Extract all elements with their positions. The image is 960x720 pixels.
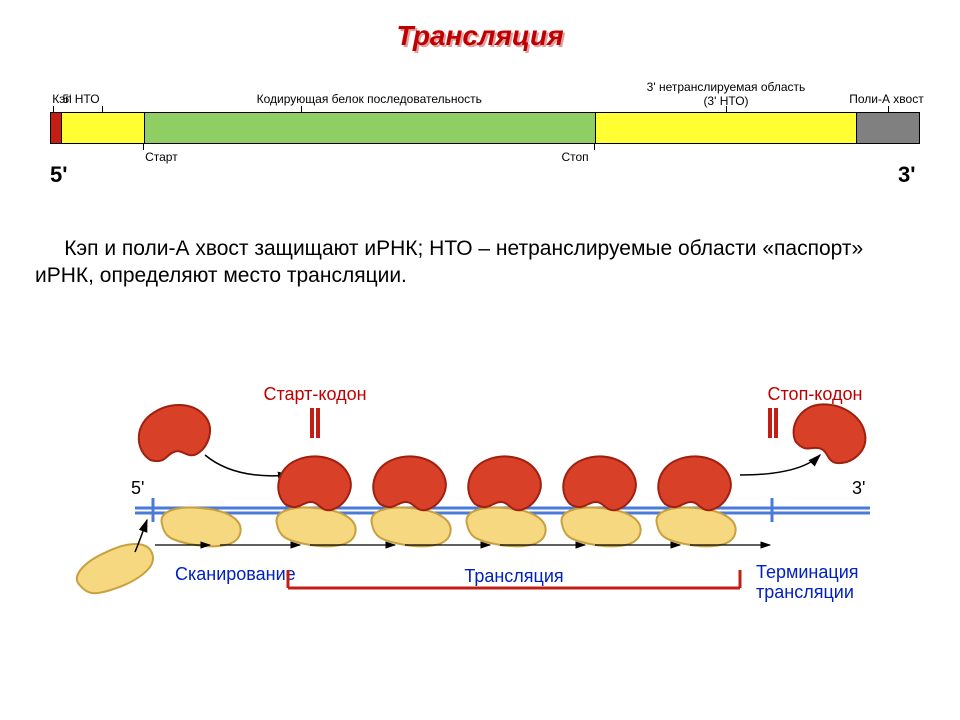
tick-stop	[594, 144, 595, 150]
ribosome-large-4	[658, 457, 731, 511]
exit-large-subunit	[787, 395, 874, 470]
ribosome-large-2	[468, 457, 541, 511]
free-small-subunit	[71, 532, 159, 605]
tick-cap	[53, 106, 54, 112]
d2-label-start_codon: Старт-кодон	[263, 384, 366, 404]
ribosome-large-1	[373, 457, 446, 511]
label-start: Старт	[145, 150, 178, 164]
d2-label-termination2: трансляции	[756, 582, 854, 602]
ribosome-large-0	[278, 457, 351, 511]
tick-polya	[888, 106, 889, 112]
body-text: Кэп и поли-А хвост защищают иРНК; НТО – …	[35, 235, 915, 290]
d2-label-stop_codon: Стоп-кодон	[768, 384, 863, 404]
label-stop: Стоп	[561, 150, 588, 164]
d2-label-end5: 5'	[131, 478, 144, 498]
segment-utr5	[61, 113, 143, 143]
ribosome-large-3	[563, 457, 636, 511]
label-top-polya: Поли-А хвост	[841, 92, 931, 106]
tick-utr5	[102, 106, 103, 112]
d2-label-translation: Трансляция	[464, 566, 563, 586]
tick-start	[143, 144, 144, 150]
tick-utr3	[726, 106, 727, 112]
segment-coding	[144, 113, 595, 143]
label-top-utr3: 3' нетранслируемая область(3' НТО)	[626, 80, 826, 108]
label-3prime: 3'	[898, 162, 915, 188]
tick-coding	[301, 106, 302, 112]
free-large-subunit	[132, 397, 216, 468]
translation-diagram: Старт-кодон Стоп-кодон 5' 3' Сканирование Тра…	[0, 380, 960, 680]
d2-label-termination1: Терминация	[756, 562, 859, 582]
label-top-utr5: 5' НТО	[62, 92, 112, 106]
d2-label-scanning: Сканирование	[175, 564, 296, 584]
translation-svg: Старт-кодон Стоп-кодон 5' 3' Сканирование Тра…	[0, 380, 960, 680]
segment-polya	[856, 113, 919, 143]
mrna-structure-bar	[50, 112, 920, 144]
d2-label-end3: 3'	[852, 478, 865, 498]
page-title: Трансляция	[0, 20, 960, 52]
label-5prime: 5'	[50, 162, 67, 188]
segment-cap	[51, 113, 61, 143]
segment-utr3	[595, 113, 855, 143]
label-top-coding: Кодирующая белок последовательность	[249, 92, 489, 106]
